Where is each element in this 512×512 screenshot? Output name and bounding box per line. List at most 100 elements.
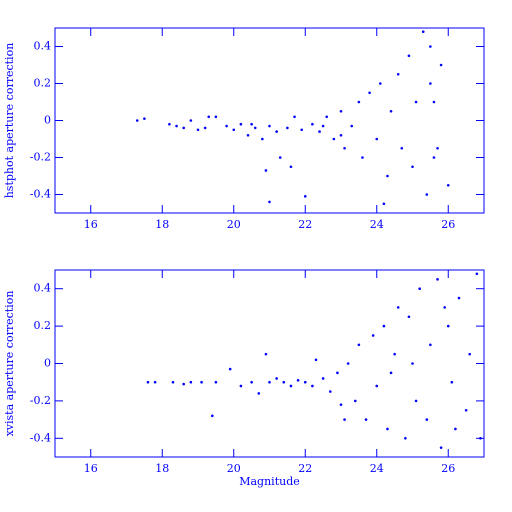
point	[268, 380, 271, 384]
point	[414, 399, 418, 403]
point	[364, 418, 368, 421]
point	[171, 380, 175, 384]
point	[282, 380, 286, 384]
point	[189, 119, 193, 122]
point	[300, 128, 303, 132]
point	[396, 72, 400, 76]
x-axis-label: Magnitude	[239, 475, 300, 488]
point	[425, 418, 429, 421]
point	[357, 100, 361, 104]
point	[264, 352, 268, 356]
point	[250, 122, 253, 126]
point	[432, 156, 436, 159]
point	[389, 109, 393, 113]
point	[361, 156, 364, 159]
point	[429, 82, 432, 85]
point	[232, 128, 236, 132]
point	[328, 390, 332, 393]
x-tick-label: 18	[155, 218, 169, 231]
point	[325, 115, 329, 119]
point	[250, 380, 253, 384]
y-tick-label: 0	[44, 357, 51, 370]
point	[375, 384, 379, 388]
point	[411, 165, 414, 169]
point	[386, 174, 389, 178]
y-tick-label: 0	[44, 114, 51, 127]
point	[321, 377, 325, 380]
x-tick-label: 20	[227, 462, 241, 475]
point	[339, 403, 343, 406]
point	[339, 109, 343, 113]
point	[175, 124, 178, 128]
point	[296, 379, 300, 382]
point	[278, 156, 282, 159]
point	[382, 324, 386, 328]
point	[318, 130, 321, 133]
point	[153, 380, 157, 384]
x-tick-label: 22	[298, 218, 312, 231]
point	[343, 146, 346, 150]
point	[135, 119, 139, 122]
point	[303, 380, 307, 384]
x-tick-label: 16	[84, 462, 98, 475]
point	[189, 380, 193, 384]
point	[368, 91, 371, 95]
y-tick-label: 0.2	[34, 77, 52, 90]
point	[421, 30, 425, 33]
y-tick-label: 0.4	[34, 282, 52, 295]
point	[425, 193, 429, 196]
point	[389, 371, 393, 375]
point	[228, 367, 232, 371]
point	[407, 54, 411, 58]
x-tick-label: 22	[298, 462, 312, 475]
point	[429, 343, 432, 347]
point	[203, 126, 207, 130]
point	[475, 272, 479, 276]
x-tick-label: 24	[370, 462, 384, 475]
point	[214, 380, 218, 384]
point	[303, 195, 307, 198]
point	[436, 278, 439, 281]
y-tick-label: -0.4	[30, 188, 51, 201]
point	[429, 45, 432, 48]
point	[446, 183, 450, 187]
point	[336, 371, 339, 375]
point	[346, 362, 350, 365]
point	[432, 100, 436, 104]
point	[268, 200, 271, 204]
x-tick-label: 24	[370, 218, 384, 231]
plot-frame	[54, 27, 485, 214]
x-tick-label: 18	[155, 462, 169, 475]
point	[211, 414, 214, 418]
point	[168, 122, 171, 126]
point	[257, 392, 261, 395]
point	[343, 418, 346, 421]
point	[286, 126, 289, 130]
point	[354, 399, 357, 403]
point	[396, 306, 400, 309]
y-tick-label: -0.2	[30, 394, 51, 407]
plot-frame	[54, 269, 485, 458]
point	[371, 334, 375, 337]
point	[239, 384, 243, 388]
point	[264, 169, 268, 172]
point	[225, 124, 228, 128]
x-tick-label: 20	[227, 218, 241, 231]
point	[418, 287, 421, 291]
point	[289, 384, 293, 388]
point	[464, 408, 468, 412]
point	[375, 137, 379, 141]
point	[311, 122, 314, 126]
y-tick-label: 0.2	[34, 319, 52, 332]
point	[196, 128, 200, 132]
point	[404, 437, 407, 440]
point	[268, 124, 271, 128]
point	[314, 358, 318, 362]
point	[457, 296, 461, 300]
point	[357, 343, 361, 347]
point	[293, 115, 296, 119]
point	[450, 380, 454, 384]
point	[407, 315, 411, 319]
point	[436, 146, 439, 150]
